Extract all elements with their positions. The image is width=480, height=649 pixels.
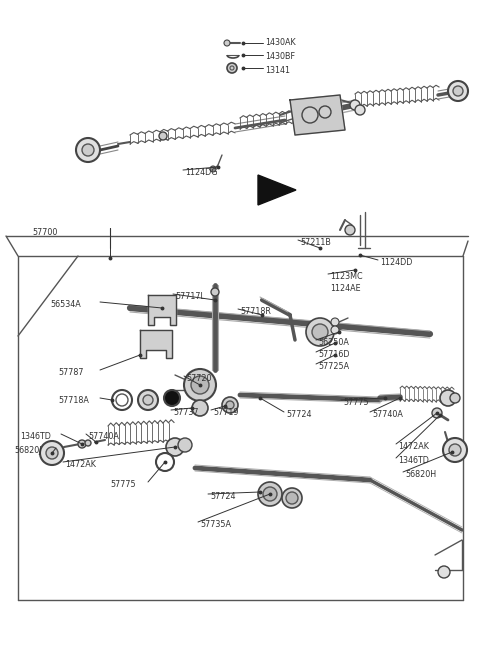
Circle shape (46, 447, 58, 459)
Circle shape (286, 492, 298, 504)
Circle shape (448, 81, 468, 101)
Circle shape (191, 376, 209, 394)
Text: 1123MC: 1123MC (330, 272, 362, 281)
Circle shape (449, 444, 461, 456)
Text: 57719: 57719 (213, 408, 239, 417)
Text: 57735A: 57735A (200, 520, 231, 529)
Circle shape (331, 326, 339, 334)
Circle shape (345, 225, 355, 235)
Text: 57720: 57720 (186, 374, 212, 383)
Text: 56250A: 56250A (318, 338, 349, 347)
Circle shape (222, 397, 238, 413)
Text: 57775: 57775 (110, 480, 136, 489)
Text: 57718A: 57718A (58, 396, 89, 405)
Circle shape (82, 144, 94, 156)
Text: 57775: 57775 (343, 398, 369, 407)
Text: 57700: 57700 (32, 228, 58, 237)
Circle shape (263, 487, 277, 501)
Circle shape (440, 390, 456, 406)
Text: 56534A: 56534A (50, 300, 81, 309)
Text: 1346TD: 1346TD (398, 456, 429, 465)
Text: 1346TD: 1346TD (20, 432, 51, 441)
Circle shape (226, 401, 234, 409)
Circle shape (76, 138, 100, 162)
Circle shape (312, 324, 328, 340)
Polygon shape (148, 295, 176, 325)
Text: 57724: 57724 (210, 492, 236, 501)
Circle shape (227, 63, 237, 73)
Text: 56820J: 56820J (14, 446, 41, 455)
Circle shape (438, 566, 450, 578)
Circle shape (450, 393, 460, 403)
Circle shape (432, 408, 442, 418)
Text: 1472AK: 1472AK (398, 442, 429, 451)
Text: 56820H: 56820H (405, 470, 436, 479)
Text: 57211B: 57211B (300, 238, 331, 247)
Circle shape (192, 400, 208, 416)
Text: 1472AK: 1472AK (65, 460, 96, 469)
Text: 57717L: 57717L (175, 292, 205, 301)
Text: 57724: 57724 (286, 410, 312, 419)
Circle shape (210, 166, 216, 172)
Text: 1430BF: 1430BF (265, 52, 295, 61)
Circle shape (258, 482, 282, 506)
Circle shape (85, 440, 91, 446)
Circle shape (166, 438, 184, 456)
Polygon shape (258, 175, 296, 205)
Circle shape (331, 318, 339, 326)
Circle shape (355, 105, 365, 115)
Circle shape (453, 86, 463, 96)
Circle shape (184, 369, 216, 401)
Circle shape (282, 488, 302, 508)
Text: 13141: 13141 (265, 66, 290, 75)
Circle shape (164, 390, 180, 406)
Circle shape (319, 106, 331, 118)
Circle shape (138, 390, 158, 410)
Text: 1124DG: 1124DG (185, 168, 217, 177)
Polygon shape (140, 330, 172, 358)
Circle shape (78, 440, 86, 448)
Circle shape (224, 40, 230, 46)
Text: 1430AK: 1430AK (265, 38, 296, 47)
Text: 1124DD: 1124DD (380, 258, 412, 267)
Circle shape (302, 107, 318, 123)
Circle shape (306, 318, 334, 346)
Polygon shape (290, 95, 345, 135)
Circle shape (159, 132, 167, 140)
Circle shape (350, 100, 360, 110)
Circle shape (178, 438, 192, 452)
Text: 57787: 57787 (58, 368, 84, 377)
Text: 57716D: 57716D (318, 350, 349, 359)
Circle shape (143, 395, 153, 405)
Circle shape (443, 438, 467, 462)
Text: 57725A: 57725A (318, 362, 349, 371)
Circle shape (211, 288, 219, 296)
Text: 57737: 57737 (173, 408, 199, 417)
Circle shape (40, 441, 64, 465)
Text: 57718R: 57718R (240, 307, 271, 316)
Text: 57740A: 57740A (372, 410, 403, 419)
Text: 57740A: 57740A (88, 432, 119, 441)
Text: 1124AE: 1124AE (330, 284, 360, 293)
